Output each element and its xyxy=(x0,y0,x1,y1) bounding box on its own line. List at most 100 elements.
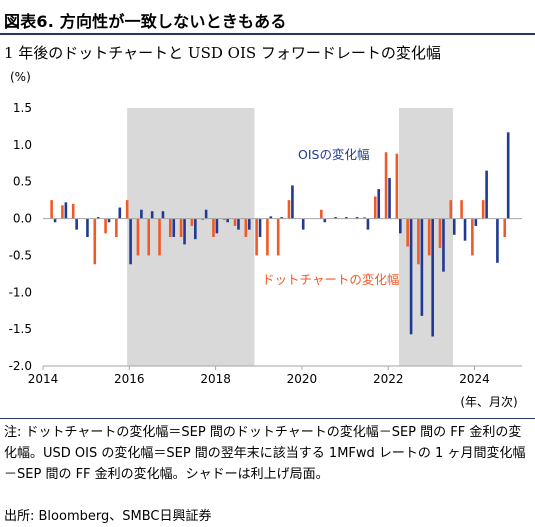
ois-bar xyxy=(161,211,165,219)
ois-bar xyxy=(140,209,143,219)
ois-bar xyxy=(399,218,402,234)
ois-series xyxy=(53,132,510,337)
y-tick-label: -1.0 xyxy=(9,285,32,299)
dot-series xyxy=(50,152,507,265)
y-axis-unit: (%) xyxy=(10,70,31,84)
ois-bar xyxy=(334,217,337,219)
dot-bar xyxy=(147,218,151,256)
bar-chart: 1.51.00.50.0-0.5-1.0-1.5-2.0 2014 2016 201… xyxy=(9,101,522,409)
y-tick-label: -2.0 xyxy=(9,359,32,373)
ois-bar xyxy=(377,189,381,219)
ois-bar xyxy=(258,218,262,237)
ois-bar xyxy=(496,218,499,263)
dot-bar xyxy=(384,152,388,219)
dot-bar xyxy=(503,218,507,237)
ois-bar xyxy=(345,217,348,219)
x-tick-label: 2022 xyxy=(373,372,404,386)
chart-notes: 注: ドットチャートの変化幅＝SEP 間のドットチャートの変化幅－SEP 間の … xyxy=(4,425,526,482)
ois-bar xyxy=(129,218,132,265)
ois-bar xyxy=(269,216,273,219)
dot-bar xyxy=(71,203,75,219)
dot-bar xyxy=(222,218,226,221)
dot-bar xyxy=(179,218,183,237)
ois-bar xyxy=(64,202,68,219)
ois-bar xyxy=(150,211,154,219)
ois-bar xyxy=(366,218,370,230)
ois-bar xyxy=(409,218,413,335)
x-tick-label: 2024 xyxy=(459,372,490,386)
annotation-ois: OISの変化幅 xyxy=(298,147,369,162)
dot-bar xyxy=(471,218,474,256)
ois-bar xyxy=(226,218,229,223)
dot-bar xyxy=(266,218,269,256)
y-tick-label: 0.5 xyxy=(13,175,32,189)
dot-bar xyxy=(125,200,129,219)
ois-bar xyxy=(53,218,57,223)
dot-bar xyxy=(427,218,431,256)
dot-bar xyxy=(320,209,323,219)
dot-bar xyxy=(363,217,366,219)
dot-bar xyxy=(449,200,453,219)
ois-bar xyxy=(237,218,240,230)
x-axis-label: (年、月次) xyxy=(460,395,517,409)
ois-bar xyxy=(247,218,251,230)
ois-bar xyxy=(388,178,391,219)
dot-bar xyxy=(233,218,237,226)
ois-bar xyxy=(194,218,197,240)
x-tick-label: 2018 xyxy=(200,372,231,386)
ois-bar xyxy=(485,170,488,219)
ois-bar xyxy=(442,218,445,272)
x-tick-label: 2016 xyxy=(114,372,145,386)
dot-bar xyxy=(481,200,485,219)
footer-divider xyxy=(0,418,535,419)
shaded-periods xyxy=(127,108,453,366)
y-tick-label: -0.5 xyxy=(9,248,32,262)
x-tick-label: 2020 xyxy=(287,372,318,386)
dot-bar xyxy=(438,218,442,249)
dot-bar xyxy=(417,218,420,265)
ois-bar xyxy=(215,218,219,234)
dot-bar xyxy=(93,218,97,265)
dot-bar xyxy=(373,196,377,219)
y-tick-label: -1.5 xyxy=(9,322,32,336)
ois-bar xyxy=(172,218,176,237)
dot-bar xyxy=(201,218,204,221)
dot-bar xyxy=(395,153,399,219)
ois-bar xyxy=(96,217,100,219)
ois-bar xyxy=(204,209,208,219)
ois-bar xyxy=(107,218,111,223)
y-tick-label: 1.0 xyxy=(13,138,32,152)
ois-bar xyxy=(420,218,424,316)
ois-bar xyxy=(452,218,456,235)
dot-bar xyxy=(136,218,140,256)
ois-bar xyxy=(474,218,478,226)
ois-bar xyxy=(280,217,283,219)
ois-bar xyxy=(355,217,359,219)
ois-bar xyxy=(183,218,186,245)
x-axis: 2014 2016 2018 2020 2022 2024 xyxy=(28,218,522,386)
dot-bar xyxy=(50,200,53,219)
dot-bar xyxy=(169,218,172,237)
dot-bar xyxy=(190,218,194,226)
ois-bar xyxy=(506,132,510,219)
dot-bar xyxy=(406,218,409,247)
y-tick-label: 1.5 xyxy=(13,101,32,115)
ois-bar xyxy=(301,218,305,230)
chart-title: 図表6. 方向性が一致しないときもある xyxy=(4,12,287,31)
dot-bar xyxy=(460,200,463,219)
x-tick-label: 2014 xyxy=(28,372,59,386)
dot-bar xyxy=(276,218,280,256)
dot-bar xyxy=(104,218,107,234)
dot-bar xyxy=(244,218,248,237)
ois-bar xyxy=(323,218,327,223)
dot-bar xyxy=(158,218,161,256)
ois-bar xyxy=(463,218,467,241)
dot-bar xyxy=(115,218,118,237)
ois-bar xyxy=(75,218,78,230)
y-axis-ticks: 1.5 1.0 0.5 0.0 -0.5 -1.0 -1.5 -2.0 xyxy=(9,101,32,373)
chart-subtitle: 1 年後のドットチャートと USD OIS フォワードレートの変化幅 xyxy=(4,44,441,62)
ois-bar xyxy=(291,185,294,219)
dot-bar xyxy=(255,218,258,256)
annotation-dot: ドットチャートの変化幅 xyxy=(262,272,399,287)
dot-bar xyxy=(287,200,291,219)
